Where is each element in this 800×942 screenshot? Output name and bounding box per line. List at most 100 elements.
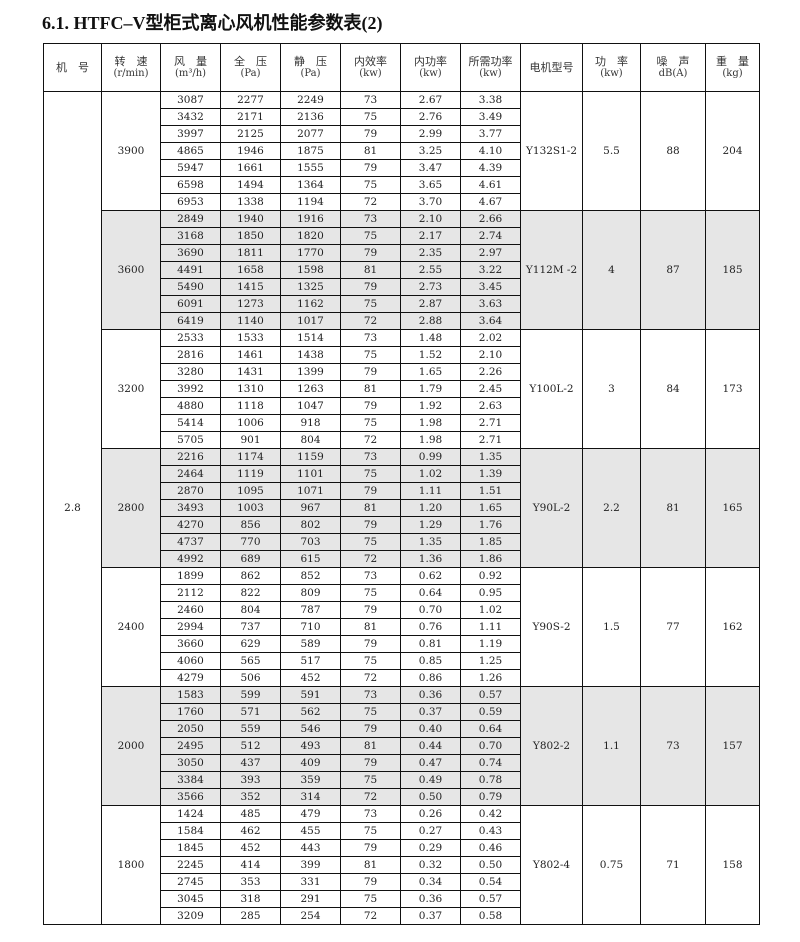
airflow-cell: 2460 — [160, 601, 221, 619]
motor-model-cell: Y132S1-2 — [520, 91, 583, 211]
internal-efficiency-cell: 81 — [340, 856, 401, 874]
static-pressure-cell: 254 — [280, 907, 341, 925]
airflow-cell: 3168 — [160, 227, 221, 245]
airflow-cell: 3050 — [160, 754, 221, 772]
motor-model-cell: Y90S-2 — [520, 567, 583, 687]
internal-power-cell: 1.35 — [400, 533, 461, 551]
table-row: 2800 2216 1174 1159 73 0.99 1.35 Y90L-2 2.2 81 165 — [44, 448, 760, 568]
header-label: 重 量 — [716, 54, 749, 68]
motor-power-cell: 1.5 — [582, 567, 641, 687]
static-pressure-cell: 1101 — [280, 465, 341, 483]
header-label: 功 率 — [595, 54, 628, 68]
airflow-cell: 3690 — [160, 244, 221, 262]
table-row: 3045 318 291 75 0.36 0.57 — [44, 890, 760, 908]
table-row: 2870 1095 1071 79 1.11 1.51 — [44, 482, 760, 500]
total-pressure-cell: 393 — [220, 771, 281, 789]
table-row: 4060 565 517 75 0.85 1.25 — [44, 652, 760, 670]
internal-power-cell: 0.64 — [400, 584, 461, 602]
internal-efficiency-cell: 73 — [340, 686, 401, 704]
internal-power-cell: 1.98 — [400, 431, 461, 449]
required-power-cell: 0.50 — [460, 856, 521, 874]
header-unit: (kw) — [479, 67, 502, 79]
speed-cell: 1800 — [101, 805, 161, 925]
static-pressure-cell: 291 — [280, 890, 341, 908]
total-pressure-cell: 1940 — [220, 210, 281, 228]
internal-efficiency-cell: 75 — [340, 346, 401, 364]
internal-efficiency-cell: 72 — [340, 788, 401, 806]
speed-cell: 3900 — [101, 91, 161, 211]
internal-efficiency-cell: 73 — [340, 805, 401, 823]
required-power-cell: 0.46 — [460, 839, 521, 857]
airflow-cell: 6419 — [160, 312, 221, 330]
static-pressure-cell: 589 — [280, 635, 341, 653]
airflow-cell: 4992 — [160, 550, 221, 568]
internal-power-cell: 1.98 — [400, 414, 461, 432]
table-row: 1760 571 562 75 0.37 0.59 — [44, 703, 760, 721]
total-pressure-cell: 414 — [220, 856, 281, 874]
total-pressure-cell: 1006 — [220, 414, 281, 432]
internal-efficiency-cell: 75 — [340, 108, 401, 126]
total-pressure-cell: 2125 — [220, 125, 281, 143]
total-pressure-cell: 353 — [220, 873, 281, 891]
internal-efficiency-cell: 79 — [340, 873, 401, 891]
internal-power-cell: 1.11 — [400, 482, 461, 500]
airflow-cell: 1583 — [160, 686, 221, 704]
weight-cell: 162 — [705, 567, 760, 687]
required-power-cell: 0.95 — [460, 584, 521, 602]
airflow-cell: 1899 — [160, 567, 221, 585]
static-pressure-cell: 1598 — [280, 261, 341, 279]
internal-power-cell: 0.40 — [400, 720, 461, 738]
internal-efficiency-cell: 79 — [340, 754, 401, 772]
required-power-cell: 1.51 — [460, 482, 521, 500]
total-pressure-cell: 1119 — [220, 465, 281, 483]
header-machine-no: 机 号 — [43, 43, 102, 92]
internal-efficiency-cell: 72 — [340, 431, 401, 449]
static-pressure-cell: 802 — [280, 516, 341, 534]
table-row: 3432 2171 2136 75 2.76 3.49 — [44, 108, 760, 126]
table-row: 2495 512 493 81 0.44 0.70 — [44, 737, 760, 755]
header-unit: (kw) — [419, 67, 442, 79]
internal-efficiency-cell: 79 — [340, 397, 401, 415]
airflow-cell: 4270 — [160, 516, 221, 534]
fan-performance-table: 机 号转 速 (r/min) 风 量 (m³/h) 全 压 (Pa) 静 压 (Pa) 内效率(… — [43, 43, 760, 925]
internal-efficiency-cell: 72 — [340, 550, 401, 568]
airflow-cell: 6953 — [160, 193, 221, 211]
internal-efficiency-cell: 75 — [340, 176, 401, 194]
internal-power-cell: 2.88 — [400, 312, 461, 330]
static-pressure-cell: 787 — [280, 601, 341, 619]
total-pressure-cell: 1003 — [220, 499, 281, 517]
internal-power-cell: 3.65 — [400, 176, 461, 194]
internal-power-cell: 0.50 — [400, 788, 461, 806]
static-pressure-cell: 2077 — [280, 125, 341, 143]
required-power-cell: 3.77 — [460, 125, 521, 143]
table-row: 3209 285 254 72 0.37 0.58 — [44, 907, 760, 925]
total-pressure-cell: 862 — [220, 567, 281, 585]
total-pressure-cell: 1661 — [220, 159, 281, 177]
internal-efficiency-cell: 81 — [340, 737, 401, 755]
motor-power-cell: 4 — [582, 210, 641, 330]
table-row: 1584 462 455 75 0.27 0.43 — [44, 822, 760, 840]
airflow-cell: 3209 — [160, 907, 221, 925]
static-pressure-cell: 918 — [280, 414, 341, 432]
internal-efficiency-cell: 79 — [340, 278, 401, 296]
required-power-cell: 1.11 — [460, 618, 521, 636]
internal-efficiency-cell: 73 — [340, 210, 401, 228]
static-pressure-cell: 314 — [280, 788, 341, 806]
total-pressure-cell: 599 — [220, 686, 281, 704]
airflow-cell: 2216 — [160, 448, 221, 466]
internal-efficiency-cell: 81 — [340, 380, 401, 398]
total-pressure-cell: 822 — [220, 584, 281, 602]
table-row: 4491 1658 1598 81 2.55 3.22 — [44, 261, 760, 279]
internal-power-cell: 1.20 — [400, 499, 461, 517]
required-power-cell: 2.02 — [460, 329, 521, 347]
static-pressure-cell: 452 — [280, 669, 341, 687]
total-pressure-cell: 1095 — [220, 482, 281, 500]
speed-cell: 2000 — [101, 686, 161, 806]
static-pressure-cell: 359 — [280, 771, 341, 789]
table-row: 3660 629 589 79 0.81 1.19 — [44, 635, 760, 653]
internal-power-cell: 0.70 — [400, 601, 461, 619]
header-static-pressure: 静 压 (Pa) — [280, 43, 341, 92]
internal-power-cell: 0.44 — [400, 737, 461, 755]
internal-efficiency-cell: 79 — [340, 601, 401, 619]
internal-power-cell: 1.52 — [400, 346, 461, 364]
